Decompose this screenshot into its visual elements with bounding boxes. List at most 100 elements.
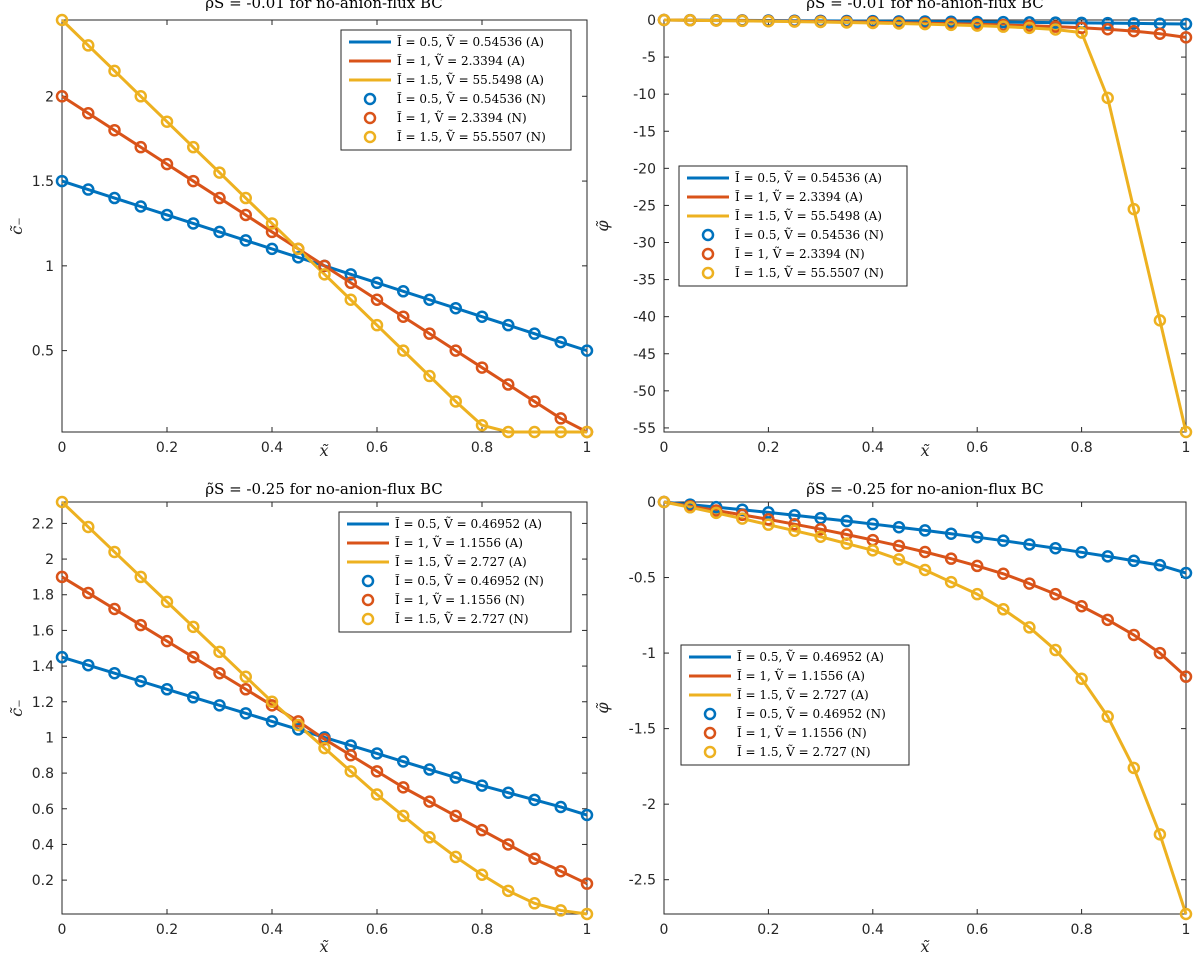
data-point-yellow: [318, 741, 331, 755]
data-point-orange: [213, 191, 226, 205]
data-point-orange: [528, 395, 541, 408]
legend-entry-label: Ĩ = 1, Ṽ = 1.1556 (N): [737, 725, 867, 740]
data-point-orange: [134, 140, 147, 154]
data-point-blue: [108, 666, 121, 680]
legend-entry-label: Ĩ = 0.5, Ṽ = 0.46952 (N): [737, 706, 886, 721]
x-tick-label: 1: [1182, 440, 1191, 456]
data-point-blue: [55, 650, 69, 664]
data-point-orange: [370, 293, 384, 307]
legend: Ĩ = 0.5, Ṽ = 0.54536 (A) Ĩ = 1, Ṽ = 2.339…: [678, 165, 908, 287]
data-point-yellow: [1101, 710, 1114, 723]
x-tick-label: 0.8: [1070, 922, 1092, 938]
y-axis-label: φ̃: [593, 702, 612, 714]
y-tick-label: -10: [633, 87, 656, 103]
data-point-yellow: [187, 140, 200, 154]
x-tick-label: 0.8: [1070, 440, 1092, 456]
data-point-orange: [397, 781, 410, 794]
data-point-yellow: [762, 518, 775, 531]
data-point-yellow: [134, 570, 147, 584]
legend-box: [340, 29, 572, 151]
data-point-blue: [239, 707, 252, 720]
data-point-orange: [82, 586, 95, 600]
data-point-blue: [423, 763, 436, 776]
y-tick-label: -2.5: [629, 873, 656, 889]
data-point-yellow: [292, 242, 305, 256]
data-point-yellow: [762, 15, 775, 28]
data-point-yellow: [814, 15, 827, 29]
data-point-blue: [397, 285, 410, 298]
data-point-blue: [1049, 541, 1062, 555]
data-point-blue: [292, 723, 305, 736]
data-point-orange: [213, 666, 226, 680]
data-point-orange: [475, 361, 489, 374]
x-tick-label: 0.6: [966, 922, 988, 938]
y-tick-label: 1: [45, 259, 54, 275]
data-point-yellow: [944, 575, 958, 589]
chart-panel-3: 0 0.2 0.4 0.6 0.8 1 0.2 0.4 0.6 0.8 1 1.2 1.4 1.6 1.8 2…: [7, 480, 594, 956]
data-point-orange: [736, 508, 749, 522]
data-point-yellow: [918, 563, 932, 577]
data-point-blue: [108, 191, 121, 205]
data-point-blue: [475, 310, 489, 323]
legend-box: [680, 644, 910, 766]
y-tick-label: -5: [642, 50, 656, 66]
data-point-yellow: [134, 90, 147, 103]
legend-entry-label: Ĩ = 0.5, Ṽ = 0.46952 (A): [737, 649, 884, 664]
legend-entry-label: Ĩ = 0.5, Ṽ = 0.54536 (A): [397, 34, 544, 49]
y-tick-label: -55: [633, 421, 656, 437]
data-point-yellow: [657, 495, 671, 509]
data-point-orange: [265, 225, 279, 239]
data-point-blue: [82, 658, 95, 672]
series-line-yellow: [663, 500, 1188, 915]
data-point-yellow: [1075, 672, 1088, 686]
data-point-blue: [55, 174, 69, 188]
data-point-yellow: [683, 14, 697, 27]
data-point-blue: [1127, 554, 1141, 568]
y-tick-label: -0.5: [629, 571, 656, 587]
data-point-yellow: [944, 18, 958, 32]
legend: Ĩ = 0.5, Ṽ = 0.46952 (A) Ĩ = 1, Ṽ = 1.155…: [680, 644, 910, 766]
y-tick-label: -30: [633, 236, 656, 252]
legend-entry-label: Ĩ = 1.5, Ṽ = 55.5507 (N): [735, 265, 884, 280]
x-tick-label: 0.4: [261, 440, 283, 456]
data-point-blue: [160, 683, 174, 696]
data-point-orange: [318, 259, 331, 273]
chart-title: ρ̃S = -0.25 for no-anion-flux BC: [205, 480, 443, 498]
y-axis-label: c̃₋: [7, 217, 26, 234]
data-point-yellow: [1153, 828, 1167, 841]
data-point-yellow: [814, 530, 827, 543]
data-point-yellow: [1023, 21, 1036, 35]
data-point-blue: [502, 318, 515, 332]
data-point-yellow: [918, 17, 932, 31]
legend-entry-label: Ĩ = 1, Ṽ = 2.3394 (N): [397, 110, 527, 125]
data-point-yellow: [1023, 621, 1036, 634]
y-tick-label: 2: [45, 552, 54, 568]
data-point-yellow: [475, 418, 489, 432]
data-layer: [657, 13, 1193, 439]
data-point-orange: [554, 412, 567, 425]
data-point-orange: [187, 174, 200, 188]
x-axis-label: x̃: [319, 937, 328, 956]
y-axis-label: φ̃: [593, 220, 612, 232]
data-point-yellow: [840, 16, 853, 29]
y-tick-label: -35: [633, 273, 656, 289]
data-point-blue: [134, 200, 147, 213]
data-point-blue: [213, 699, 226, 712]
chart-panel-4: 0 0.2 0.4 0.6 0.8 1 0 -0.5 -1 -1.5 -2 -2.5 ρ̃S = -0.…: [593, 480, 1193, 956]
x-tick-label: 0: [660, 440, 669, 456]
data-point-orange: [554, 864, 567, 878]
data-point-yellow: [709, 506, 723, 520]
x-tick-label: 0.2: [757, 922, 779, 938]
data-point-blue: [502, 786, 515, 799]
legend: Ĩ = 0.5, Ṽ = 0.46952 (A) Ĩ = 1, Ṽ = 1.155…: [338, 511, 572, 633]
data-point-orange: [918, 545, 932, 559]
legend-entry-label: Ĩ = 1.5, Ṽ = 55.5507 (N): [397, 129, 546, 144]
data-point-blue: [82, 183, 95, 196]
chart-title: ρ̃S = -0.01 for no-anion-flux BC: [806, 0, 1044, 12]
data-point-blue: [1049, 16, 1062, 29]
y-tick-label: -25: [633, 198, 656, 214]
data-point-orange: [239, 683, 252, 696]
data-point-blue: [239, 234, 252, 247]
data-point-blue: [449, 301, 462, 315]
